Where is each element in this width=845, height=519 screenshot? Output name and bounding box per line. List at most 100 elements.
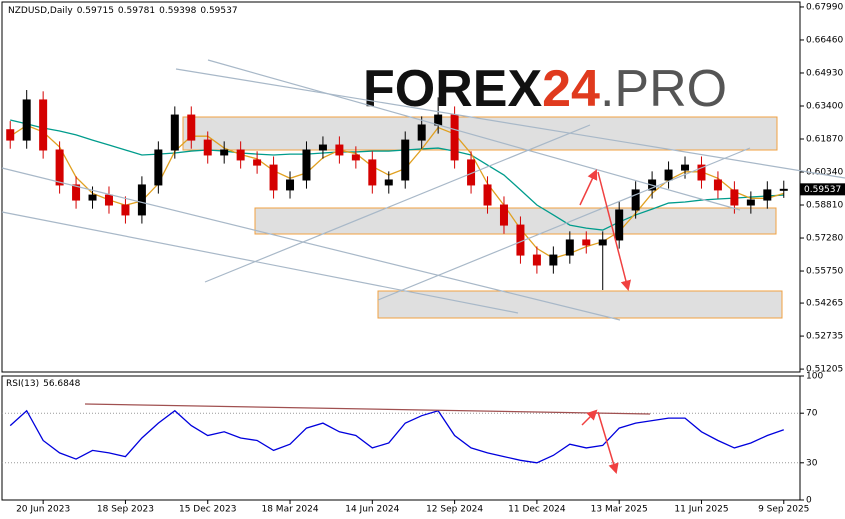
y-tick-label: 0.60340 (806, 168, 843, 178)
candle-body (532, 254, 541, 266)
trend-line (1, 211, 519, 314)
x-tick-label: 15 Dec 2023 (179, 505, 237, 515)
candle-body (302, 149, 311, 181)
watermark-text: FOREX24.PRO (363, 60, 727, 118)
rsi-arrow-down (597, 411, 619, 475)
candle-body (401, 139, 410, 181)
rsi-pane (1, 375, 801, 501)
candle-body (187, 114, 196, 141)
y-tick-label: 0 (806, 496, 812, 506)
x-tick-label: 11 Dec 2024 (508, 505, 566, 515)
candle-body (664, 169, 673, 181)
candle-body (121, 204, 130, 216)
x-tick-label: 18 Sep 2023 (97, 505, 154, 515)
candle-body (450, 114, 459, 161)
candle-body (253, 159, 262, 166)
watermark-pro: .PRO (600, 60, 727, 118)
y-tick-label: 0.55750 (806, 267, 843, 277)
candle-body (417, 124, 426, 141)
x-tick-label: 9 Sep 2025 (758, 505, 809, 515)
target-zone (377, 290, 783, 319)
ohlc-close: 0.59537 (200, 6, 237, 16)
candle-body (39, 99, 48, 151)
y-tick-label: 0.51205 (806, 365, 843, 375)
y-tick-label: 0.58810 (806, 201, 843, 211)
trend-line (207, 59, 741, 211)
candle-body (681, 164, 690, 171)
candle-body (154, 149, 163, 186)
ohlc-open: 0.59715 (77, 6, 114, 16)
y-tick-label: 30 (806, 458, 818, 468)
x-tick-label: 18 Mar 2024 (261, 505, 318, 515)
candle-body (203, 139, 212, 156)
candle-body (6, 129, 15, 141)
candle-body (713, 179, 722, 191)
candle-body (368, 159, 377, 186)
candle-body (88, 194, 97, 201)
resistance-zone (182, 116, 778, 151)
candle-body (351, 154, 360, 161)
candle-body (434, 114, 443, 126)
candle-body (318, 144, 327, 151)
candle-body (763, 189, 772, 201)
candle-body (269, 164, 278, 191)
trend-line (377, 147, 751, 301)
candle-body (631, 189, 640, 211)
zones (182, 116, 783, 319)
price-tag (800, 183, 845, 196)
x-tick-label: 12 Sep 2024 (426, 505, 483, 515)
ohlc-high: 0.59781 (118, 6, 155, 16)
candle-body (516, 224, 525, 256)
title: NZDUSD,Daily (8, 6, 73, 16)
candle-body (137, 184, 146, 216)
arrow-up (579, 169, 598, 206)
trend-line (175, 68, 845, 179)
rsi-trend-line (84, 403, 651, 415)
support-zone (254, 207, 777, 235)
rsi-title: RSI(13) 56.6848 (6, 379, 81, 389)
y-tick-label: 0.63400 (806, 101, 843, 111)
candle-body (104, 194, 113, 206)
candle-body (335, 144, 344, 156)
candle-body (286, 179, 295, 191)
x-tick-label: 11 Jun 2025 (674, 505, 728, 515)
candle-body (730, 189, 739, 206)
annotations (1, 59, 845, 475)
trend-line (204, 124, 591, 283)
x-tick-label: 14 Jun 2024 (345, 505, 399, 515)
candle-body (170, 114, 179, 151)
candle-body (483, 184, 492, 206)
candle-body (746, 199, 755, 206)
candle-body (220, 149, 229, 156)
ohlc-low: 0.59398 (159, 6, 196, 16)
y-tick-label: 0.52735 (806, 332, 843, 342)
arrow-down (597, 171, 631, 292)
candle-body (779, 188, 788, 191)
series-line (10, 119, 784, 231)
y-tick-label: 0.54265 (806, 299, 843, 309)
candle-body (697, 164, 706, 181)
x-tick-label: 20 Jun 2023 (16, 505, 70, 515)
candle-body (549, 254, 558, 266)
candle-body (22, 99, 31, 141)
candle-body (236, 149, 245, 161)
symbol-title: NZDUSD,Daily 0.59715 0.59781 0.59398 0.59537 (8, 6, 238, 16)
price-tag-label: 0.59537 (804, 185, 841, 195)
y-tick-label: 0.57280 (806, 234, 843, 244)
candle-body (55, 149, 64, 186)
rsi-arrow-up (581, 409, 598, 426)
series-line (9, 409, 784, 464)
candle-body (598, 239, 607, 246)
y-tick-label: 100 (806, 372, 823, 382)
y-tick-label: 0.64930 (806, 68, 843, 78)
candle-body (499, 204, 508, 226)
watermark: FOREX24.PRO (363, 60, 727, 118)
y-tick-label: 70 (806, 409, 818, 419)
y-tick-label: 0.67990 (806, 2, 843, 12)
trend-line (1, 167, 621, 321)
y-tick-label: 0.66460 (806, 35, 843, 45)
x-tick-label: 13 Mar 2025 (591, 505, 648, 515)
candle-body (582, 239, 591, 246)
candle-body (384, 179, 393, 186)
